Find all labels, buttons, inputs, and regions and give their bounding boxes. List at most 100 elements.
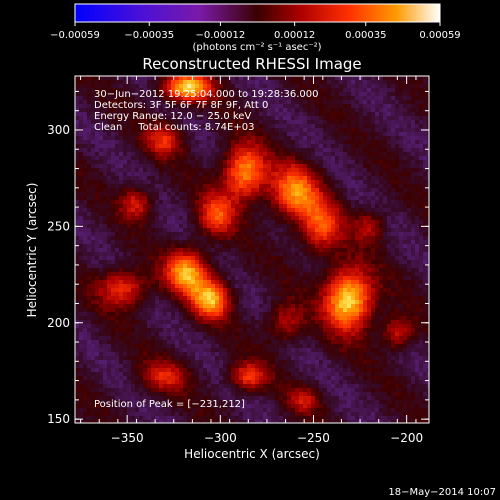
heatmap-pixel: [175, 292, 179, 296]
heatmap-pixel: [203, 264, 207, 268]
heatmap-pixel: [191, 216, 195, 220]
heatmap-pixel: [267, 220, 271, 224]
heatmap-pixel: [271, 152, 275, 156]
heatmap-pixel: [115, 212, 119, 216]
heatmap-pixel: [111, 420, 115, 423]
heatmap-pixel: [91, 176, 95, 180]
heatmap-pixel: [103, 108, 107, 112]
heatmap-pixel: [167, 336, 171, 340]
heatmap-pixel: [171, 376, 175, 380]
heatmap-pixel: [91, 156, 95, 160]
heatmap-pixel: [259, 184, 263, 188]
heatmap-pixel: [279, 144, 283, 148]
heatmap-pixel: [243, 160, 247, 164]
heatmap-pixel: [243, 332, 247, 336]
heatmap-pixel: [187, 200, 191, 204]
heatmap-pixel: [83, 200, 87, 204]
heatmap-pixel: [191, 388, 195, 392]
heatmap-pixel: [187, 368, 191, 372]
heatmap-pixel: [235, 280, 239, 284]
heatmap-pixel: [103, 408, 107, 412]
heatmap-pixel: [279, 260, 283, 264]
heatmap-pixel: [139, 324, 143, 328]
heatmap-pixel: [91, 112, 95, 116]
heatmap-pixel: [235, 168, 239, 172]
heatmap-pixel: [215, 296, 219, 300]
heatmap-pixel: [251, 184, 255, 188]
heatmap-pixel: [99, 320, 103, 324]
heatmap-pixel: [83, 244, 87, 248]
heatmap-pixel: [203, 84, 207, 88]
heatmap-pixel: [271, 392, 275, 396]
heatmap-pixel: [295, 164, 299, 168]
heatmap-pixel: [299, 292, 303, 296]
heatmap-pixel: [223, 96, 227, 100]
heatmap-pixel: [187, 348, 191, 352]
heatmap-pixel: [123, 252, 127, 256]
heatmap-pixel: [219, 324, 223, 328]
heatmap-pixel: [243, 216, 247, 220]
heatmap-pixel: [287, 244, 291, 248]
heatmap-pixel: [263, 152, 267, 156]
heatmap-pixel: [75, 404, 79, 408]
heatmap-pixel: [235, 264, 239, 268]
heatmap-pixel: [203, 148, 207, 152]
heatmap-pixel: [251, 268, 255, 272]
heatmap-pixel: [115, 268, 119, 272]
heatmap-pixel: [275, 88, 279, 92]
heatmap-pixel: [191, 200, 195, 204]
heatmap-pixel: [219, 104, 223, 108]
heatmap-pixel: [119, 180, 123, 184]
heatmap-pixel: [211, 276, 215, 280]
heatmap-pixel: [195, 116, 199, 120]
heatmap-pixel: [75, 240, 79, 244]
heatmap-pixel: [191, 116, 195, 120]
heatmap-pixel: [291, 168, 295, 172]
heatmap-pixel: [167, 200, 171, 204]
heatmap-pixel: [255, 212, 259, 216]
heatmap-pixel: [263, 292, 267, 296]
heatmap-pixel: [231, 392, 235, 396]
heatmap-pixel: [131, 192, 135, 196]
heatmap-pixel: [115, 272, 119, 276]
heatmap-pixel: [119, 164, 123, 168]
heatmap-pixel: [235, 220, 239, 224]
heatmap-pixel: [187, 260, 191, 264]
heatmap-pixel: [135, 272, 139, 276]
heatmap-pixel: [255, 88, 259, 92]
heatmap-pixel: [231, 100, 235, 104]
heatmap-pixel: [131, 76, 135, 80]
heatmap-pixel: [171, 100, 175, 104]
heatmap-pixel: [295, 404, 299, 408]
heatmap-pixel: [103, 420, 107, 423]
heatmap-pixel: [247, 240, 251, 244]
heatmap-pixel: [127, 296, 131, 300]
heatmap-pixel: [119, 304, 123, 308]
heatmap-pixel: [147, 144, 151, 148]
heatmap-pixel: [91, 184, 95, 188]
heatmap-pixel: [215, 328, 219, 332]
heatmap-pixel: [191, 416, 195, 420]
heatmap-pixel: [215, 408, 219, 412]
heatmap-pixel: [99, 400, 103, 404]
heatmap-pixel: [107, 400, 111, 404]
heatmap-pixel: [179, 160, 183, 164]
heatmap-pixel: [167, 296, 171, 300]
heatmap-pixel: [123, 76, 127, 80]
heatmap-pixel: [87, 420, 91, 423]
heatmap-pixel: [119, 244, 123, 248]
heatmap-pixel: [291, 368, 295, 372]
heatmap-pixel: [131, 236, 135, 240]
heatmap-pixel: [299, 148, 303, 152]
heatmap-pixel: [239, 76, 243, 80]
heatmap-pixel: [295, 336, 299, 340]
heatmap-pixel: [187, 392, 191, 396]
heatmap-pixel: [267, 252, 271, 256]
heatmap-pixel: [167, 384, 171, 388]
heatmap-pixel: [143, 420, 147, 423]
heatmap-pixel: [175, 360, 179, 364]
heatmap-pixel: [215, 144, 219, 148]
heatmap-pixel: [239, 196, 243, 200]
heatmap-pixel: [219, 252, 223, 256]
heatmap-pixel: [219, 312, 223, 316]
